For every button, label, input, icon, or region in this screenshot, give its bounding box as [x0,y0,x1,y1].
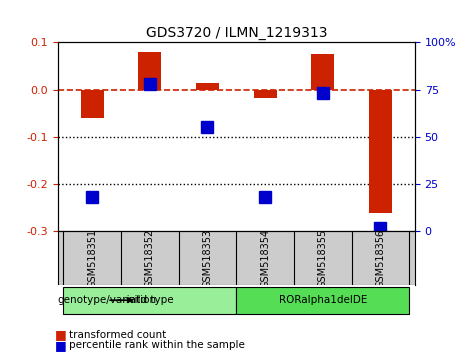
Text: GSM518352: GSM518352 [145,229,155,288]
Text: transformed count: transformed count [69,330,166,339]
Title: GDS3720 / ILMN_1219313: GDS3720 / ILMN_1219313 [146,26,327,40]
Bar [369,90,392,212]
Text: RORalpha1delDE: RORalpha1delDE [278,295,367,305]
Bar [254,90,277,98]
Text: GSM518353: GSM518353 [202,229,213,288]
Text: wild type: wild type [126,295,174,305]
FancyBboxPatch shape [64,287,236,314]
Text: GSM518354: GSM518354 [260,229,270,288]
Bar [81,90,104,118]
Bar [138,52,161,90]
Text: genotype/variation: genotype/variation [58,295,157,305]
Text: ■: ■ [55,328,67,341]
Text: GSM518351: GSM518351 [87,229,97,288]
FancyBboxPatch shape [236,287,409,314]
Text: percentile rank within the sample: percentile rank within the sample [69,340,245,350]
Text: GSM518356: GSM518356 [375,229,385,288]
Bar [196,82,219,90]
Text: ■: ■ [55,339,67,352]
Text: GSM518355: GSM518355 [318,229,328,288]
Bar [311,54,334,90]
